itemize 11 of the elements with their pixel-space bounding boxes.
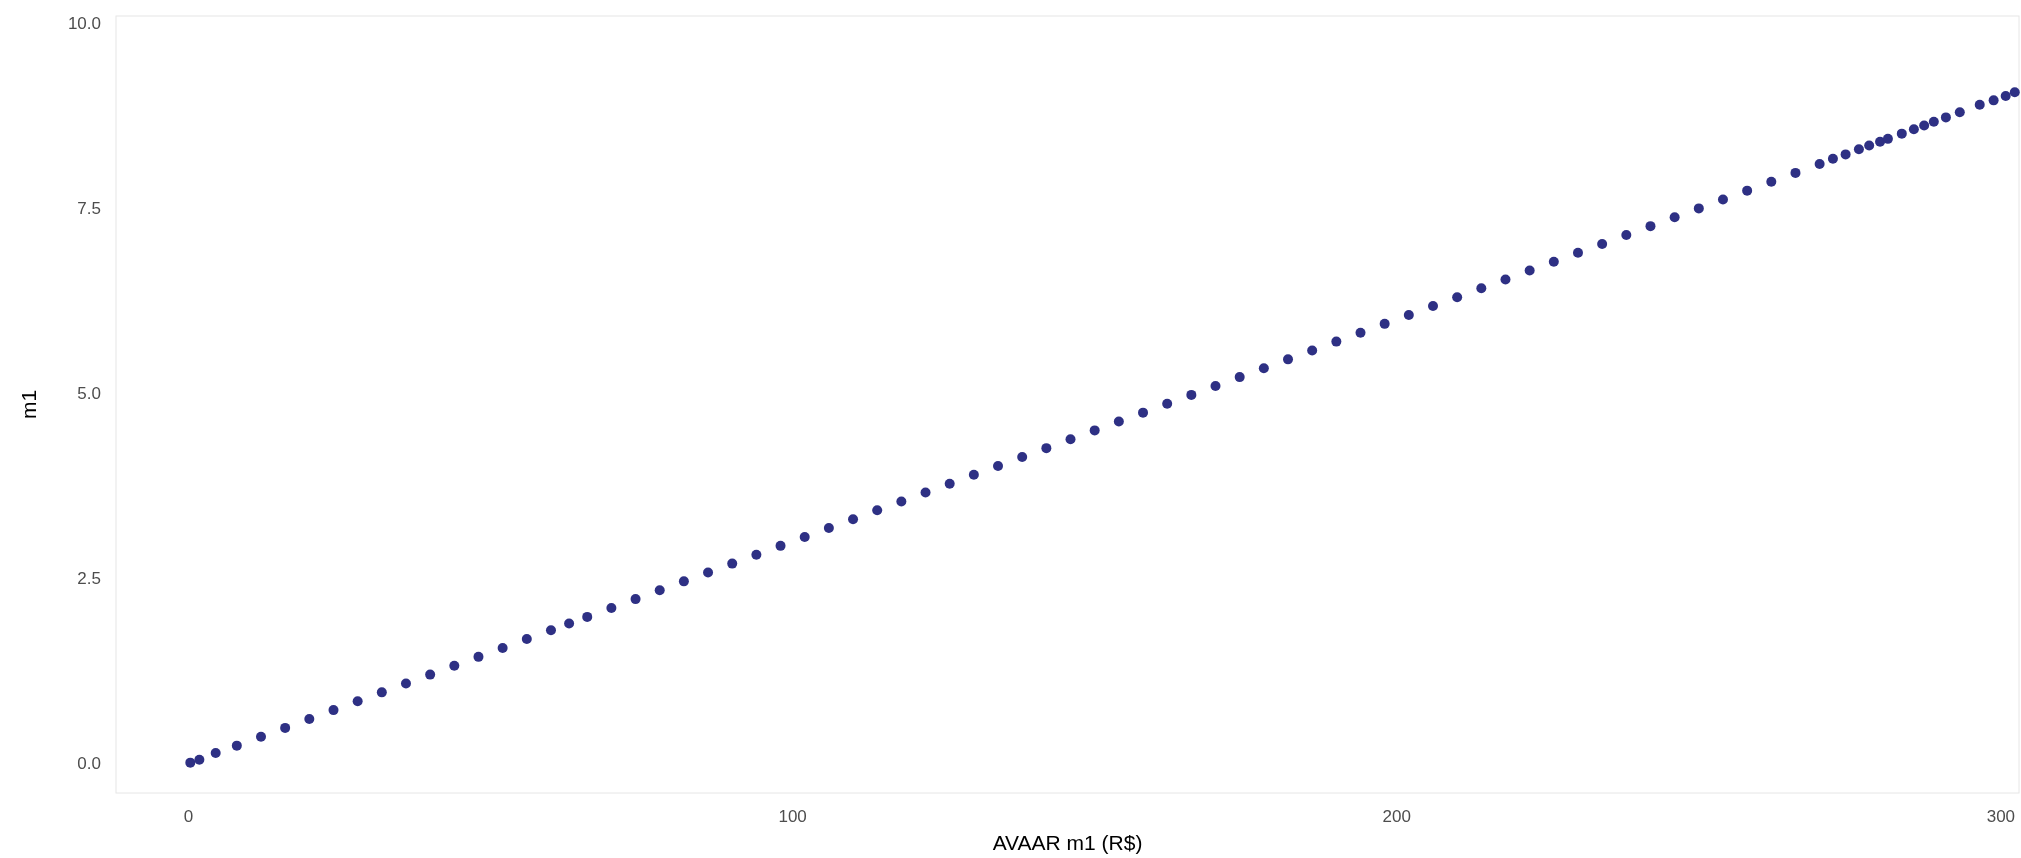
y-axis-title: m1 [17,389,40,420]
y-tick-label: 10.0 [67,14,101,34]
y-tick-label: 2.5 [77,569,101,589]
x-tick-label: 100 [778,807,807,826]
y-tick-label: 5.0 [77,384,101,404]
x-tick-label: 300 [1986,807,2016,826]
y-tick-label: 7.5 [77,199,101,219]
x-axis-title: AVAAR m1 (R$) [992,831,1143,854]
x-tick-label: 200 [1382,807,1411,826]
x-tick-label: 0 [183,807,194,826]
y-tick-label: 0.0 [77,754,101,774]
